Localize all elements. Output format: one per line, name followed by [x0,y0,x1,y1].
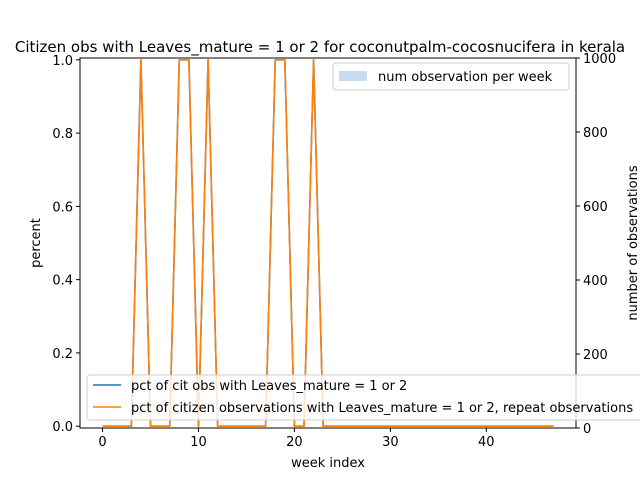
x-tick-label-3: 30 [382,435,399,450]
y-right-tick-label-5: 1000 [583,52,616,67]
legend-bottom-box [86,374,640,421]
chart-title: Citizen obs with Leaves_mature = 1 or 2 … [15,38,625,57]
y-tick-label-5: 1.0 [52,54,73,69]
x-tick-label-0: 0 [98,435,106,450]
y-axis-label: percent [29,218,44,268]
series-line-2 [102,59,554,427]
legend-series-1-label: pct of cit obs with Leaves_mature = 1 or… [131,379,407,394]
x-axis-ticks: 0 10 20 30 40 [98,428,495,450]
legend-top: num observation per week [332,62,570,91]
x-tick-label-4: 40 [478,435,495,450]
y-right-tick-label-4: 800 [583,126,608,141]
lines-layer [102,59,554,427]
legend-bar-swatch [339,71,367,81]
y-right-tick-label-2: 400 [583,274,608,289]
legend-top-box [332,62,570,91]
x-tick-label-2: 20 [286,435,303,450]
y-tick-label-3: 0.6 [52,200,73,215]
legend-bottom: pct of cit obs with Leaves_mature = 1 or… [86,374,640,421]
y-axis-ticks: 0.0 0.2 0.4 0.6 0.8 1.0 [52,54,80,435]
y-tick-label-4: 0.8 [52,127,73,142]
x-tick-label-1: 10 [190,435,207,450]
y-tick-label-0: 0.0 [52,420,73,435]
y-tick-label-2: 0.4 [52,274,73,289]
y-right-tick-label-3: 600 [583,200,608,215]
y-right-tick-label-0: 0 [583,422,591,437]
y-right-axis-ticks: 0 200 400 600 800 1000 [576,52,616,437]
plot-frame [79,57,577,429]
y-right-axis-label: number of observations [626,165,640,320]
y-right-tick-label-1: 200 [583,348,608,363]
legend-series-2-label: pct of citizen observations with Leaves_… [131,401,633,416]
legend-bar-label: num observation per week [378,70,553,85]
y-tick-label-1: 0.2 [52,347,73,362]
x-axis-label: week index [291,456,365,471]
